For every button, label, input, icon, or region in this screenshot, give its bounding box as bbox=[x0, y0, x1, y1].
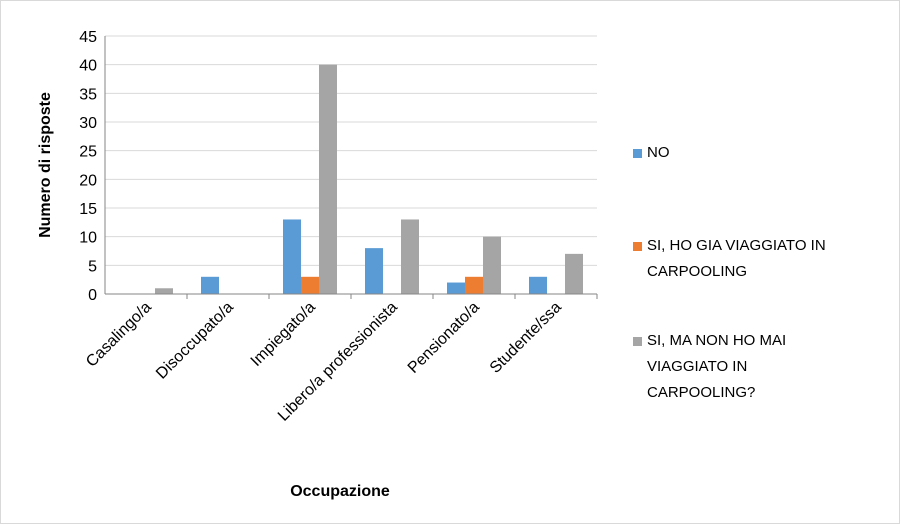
y-tick-label: 20 bbox=[79, 172, 97, 189]
y-tick-label: 40 bbox=[79, 58, 97, 75]
bar bbox=[483, 236, 501, 294]
bar bbox=[565, 253, 583, 294]
bar bbox=[283, 219, 301, 294]
legend-swatch bbox=[633, 149, 642, 158]
legend-swatch bbox=[633, 337, 642, 346]
legend-label: NO bbox=[647, 144, 670, 161]
bar bbox=[319, 64, 337, 295]
legend-item: SI, MA NON HO MAI VIAGGIATO IN CARPOOLIN… bbox=[633, 328, 853, 406]
y-axis-title: Numero di risposte bbox=[37, 92, 54, 238]
y-tick-label: 5 bbox=[88, 258, 97, 275]
y-tick-label: 35 bbox=[79, 86, 97, 103]
y-tick-label: 45 bbox=[79, 29, 97, 46]
bar bbox=[401, 219, 419, 294]
x-axis-title: Occupazione bbox=[290, 483, 390, 500]
y-tick-label: 30 bbox=[79, 115, 97, 132]
y-tick-label: 15 bbox=[79, 201, 97, 218]
bar bbox=[301, 276, 319, 294]
legend-label: SI, MA NON HO MAI VIAGGIATO IN CARPOOLIN… bbox=[647, 332, 787, 401]
bar bbox=[365, 248, 383, 294]
bar bbox=[529, 276, 547, 294]
bar bbox=[155, 288, 173, 294]
legend-label: SI, HO GIA VIAGGIATO IN CARPOOLING bbox=[647, 237, 826, 280]
legend-item: NO bbox=[633, 140, 853, 166]
bar bbox=[201, 276, 219, 294]
y-tick-label: 0 bbox=[88, 287, 97, 304]
legend-swatch bbox=[633, 242, 642, 251]
y-tick-label: 10 bbox=[79, 230, 97, 247]
legend-item: SI, HO GIA VIAGGIATO IN CARPOOLING bbox=[633, 233, 853, 285]
bar bbox=[447, 282, 465, 294]
bar bbox=[465, 276, 483, 294]
y-tick-label: 25 bbox=[79, 144, 97, 161]
